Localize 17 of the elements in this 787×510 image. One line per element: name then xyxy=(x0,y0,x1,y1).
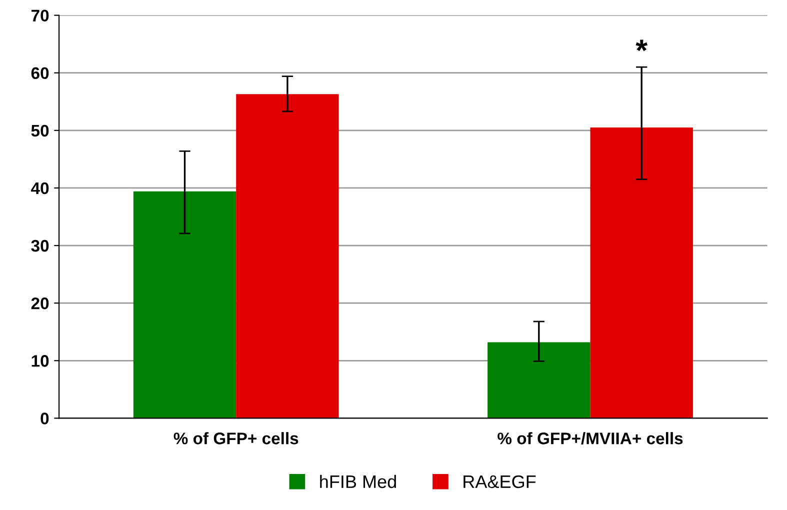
y-tick-label: 40 xyxy=(31,182,49,194)
y-tick-label: 10 xyxy=(32,355,49,367)
bar xyxy=(488,342,590,418)
y-tick-label: 20 xyxy=(31,297,49,310)
y-tick-label: 30 xyxy=(31,240,49,252)
bar xyxy=(236,94,339,418)
x-tick-label: % of GFP+ cells xyxy=(174,432,298,444)
y-tick-label: 60 xyxy=(31,67,49,80)
legend-label: hFIB Med xyxy=(320,474,396,488)
annotation: * xyxy=(636,40,648,52)
y-tick-label: 70 xyxy=(31,10,49,22)
y-tick-label: 0 xyxy=(40,412,49,424)
bar xyxy=(590,128,693,418)
bar xyxy=(133,191,236,418)
x-tick-label: % of GFP+/MVIIA+ cells xyxy=(498,432,683,444)
legend-label: RA&EGF xyxy=(464,475,536,488)
y-tick-label: 50 xyxy=(31,124,49,137)
